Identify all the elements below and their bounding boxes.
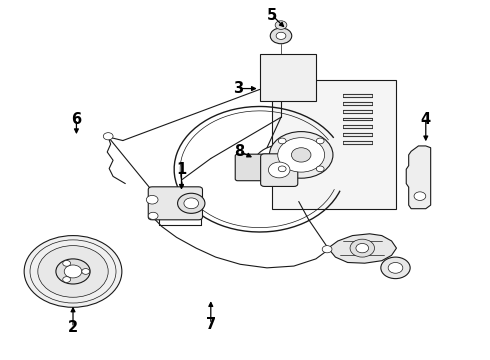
Circle shape — [316, 166, 324, 172]
Polygon shape — [406, 146, 431, 209]
Circle shape — [269, 162, 290, 178]
Circle shape — [56, 259, 90, 284]
Text: 2: 2 — [68, 320, 78, 335]
Bar — [260, 54, 316, 101]
Bar — [343, 141, 372, 144]
Circle shape — [24, 235, 122, 307]
Circle shape — [278, 138, 286, 144]
Circle shape — [414, 192, 426, 201]
Text: 5: 5 — [267, 8, 277, 23]
Circle shape — [292, 148, 311, 162]
Bar — [343, 110, 372, 113]
Text: 1: 1 — [176, 162, 187, 177]
Circle shape — [63, 276, 71, 282]
Circle shape — [147, 195, 158, 204]
Circle shape — [148, 212, 158, 220]
FancyBboxPatch shape — [261, 154, 298, 186]
Circle shape — [270, 28, 292, 44]
Polygon shape — [328, 234, 396, 263]
Circle shape — [275, 21, 287, 30]
FancyBboxPatch shape — [272, 80, 396, 209]
Circle shape — [177, 193, 205, 213]
Text: 7: 7 — [206, 317, 216, 332]
Bar — [343, 134, 372, 136]
Bar — [343, 102, 372, 105]
FancyBboxPatch shape — [235, 154, 284, 181]
Circle shape — [38, 246, 108, 297]
Text: 8: 8 — [234, 144, 244, 159]
Text: 4: 4 — [421, 112, 431, 126]
Circle shape — [316, 138, 324, 144]
Circle shape — [322, 246, 332, 253]
Circle shape — [381, 257, 410, 279]
Circle shape — [184, 198, 198, 209]
Circle shape — [63, 261, 71, 266]
Circle shape — [278, 138, 325, 172]
Bar — [343, 94, 372, 97]
Circle shape — [388, 262, 403, 273]
Circle shape — [278, 166, 286, 172]
Bar — [343, 126, 372, 129]
FancyBboxPatch shape — [148, 187, 202, 220]
Circle shape — [356, 243, 368, 253]
Circle shape — [350, 239, 374, 257]
Text: 6: 6 — [72, 112, 81, 126]
Bar — [343, 118, 372, 121]
Circle shape — [103, 133, 113, 140]
Text: 3: 3 — [233, 81, 243, 96]
Circle shape — [64, 265, 82, 278]
Circle shape — [276, 32, 286, 40]
Circle shape — [270, 132, 333, 178]
Circle shape — [82, 269, 90, 274]
